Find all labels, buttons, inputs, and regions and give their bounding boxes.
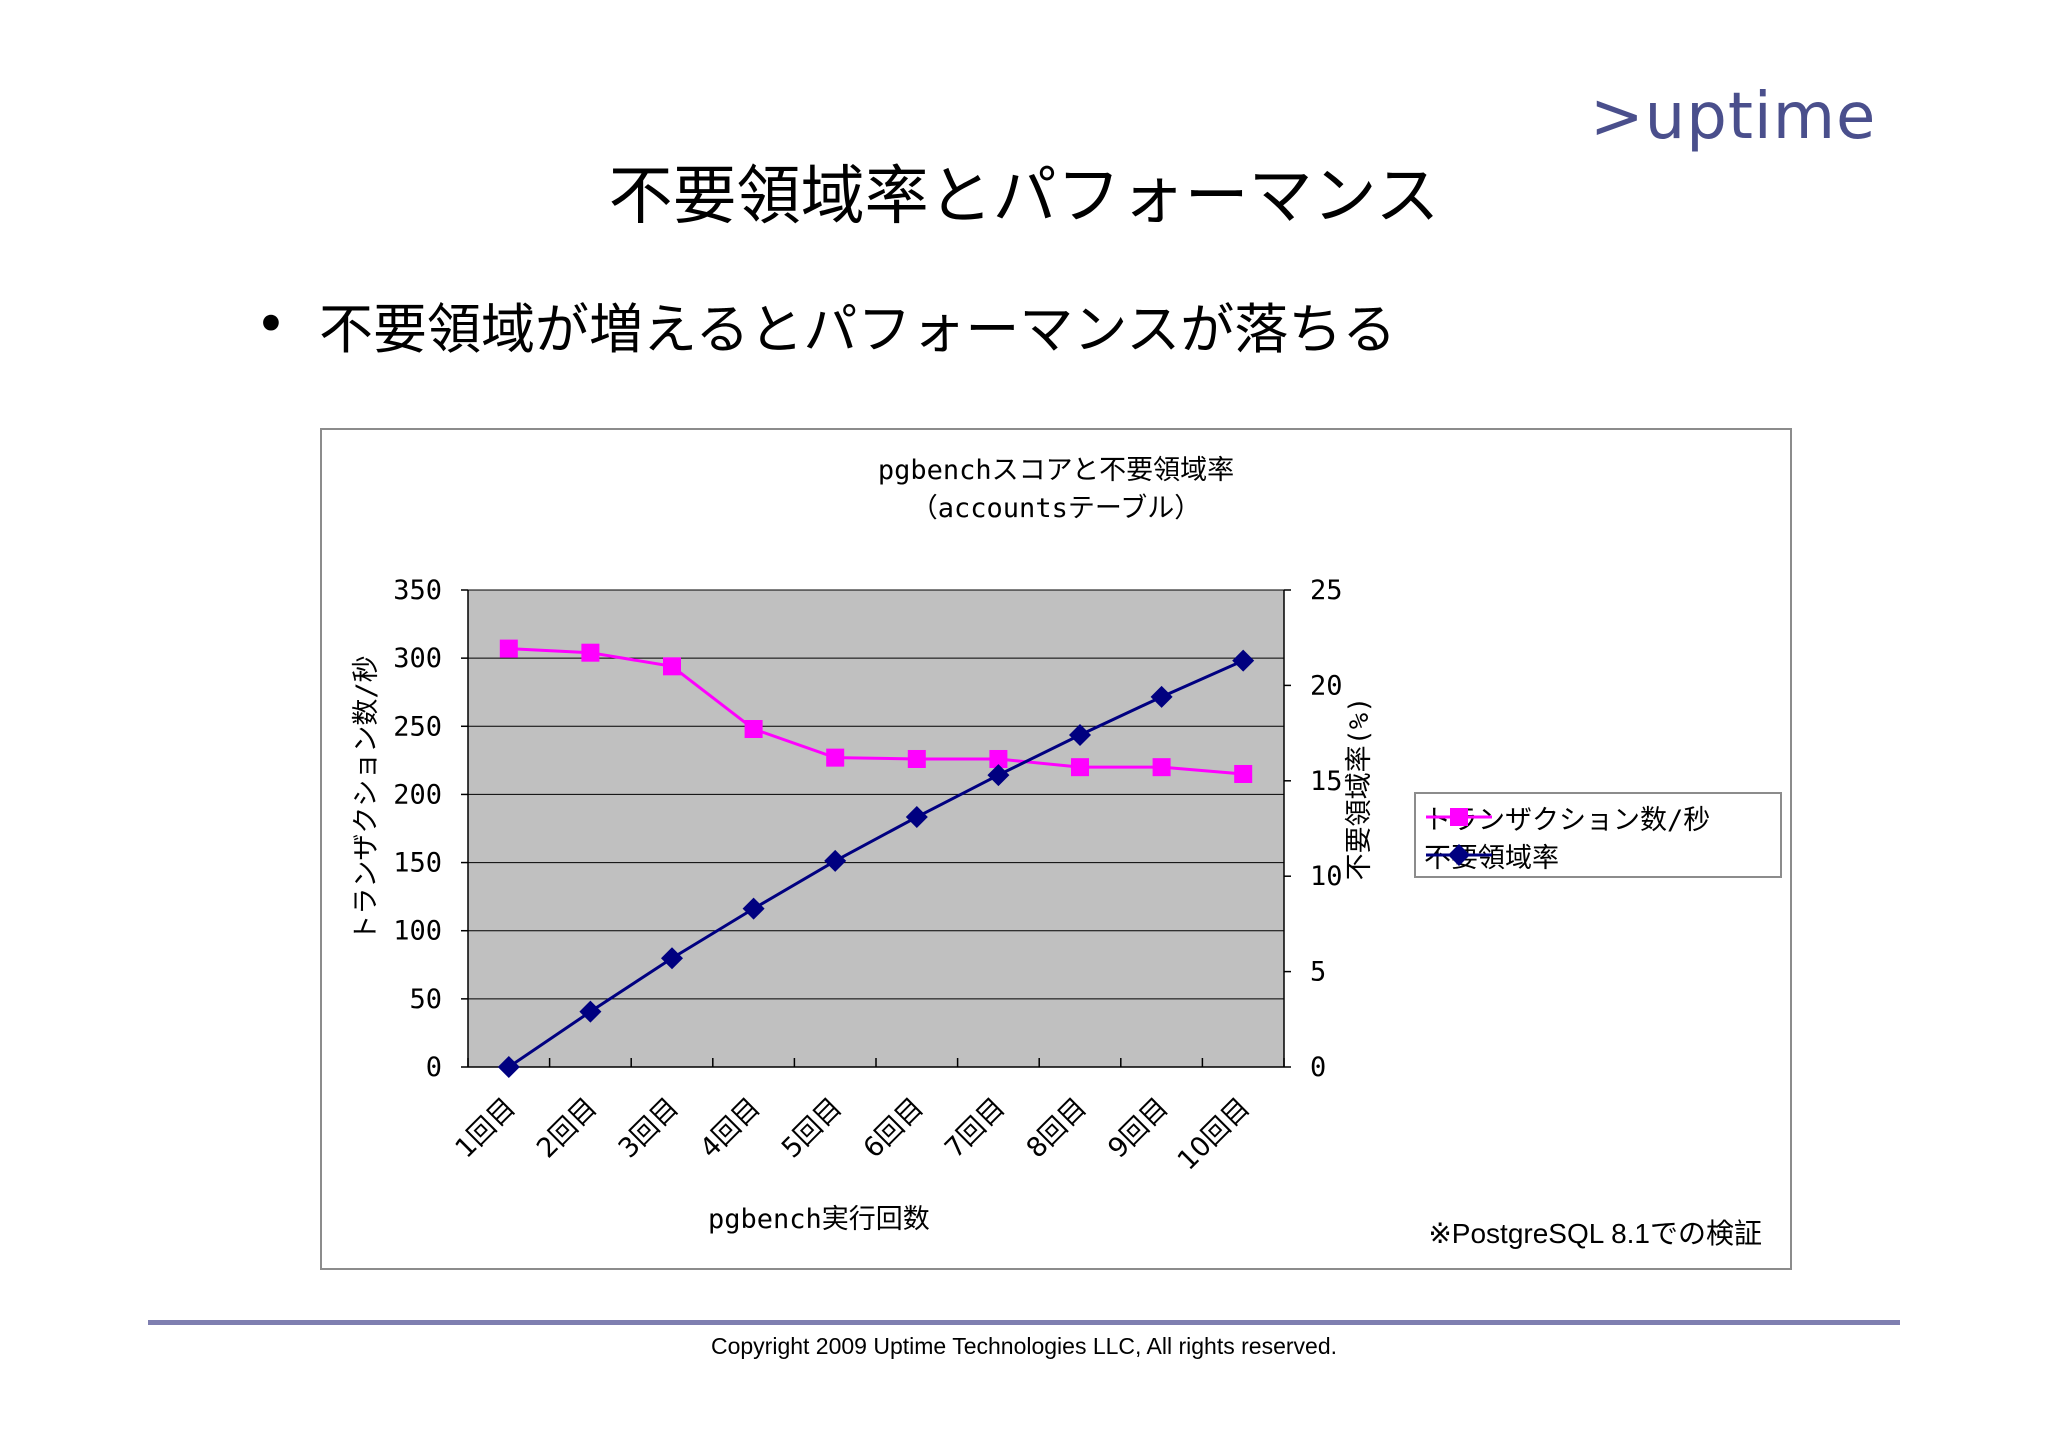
x-tick-label: 3回目 — [613, 1092, 685, 1164]
chart-title-block: pgbenchスコアと不要領域率 （accountsテーブル） — [322, 452, 1790, 528]
footer-rule — [148, 1320, 1900, 1325]
y-tick-label: 50 — [409, 984, 442, 1015]
ratio-data-point — [824, 849, 847, 872]
tps-data-point — [581, 643, 600, 662]
tps-data-point — [1152, 758, 1171, 777]
y2-tick-label: 5 — [1310, 957, 1326, 988]
legend-label-ratio: 不要領域率 — [1424, 842, 1559, 874]
ratio-data-point — [1069, 724, 1091, 747]
y-tick-label: 100 — [393, 916, 442, 947]
x-tick-label: 10回目 — [1172, 1092, 1256, 1176]
x-tick-label: 8回目 — [1021, 1092, 1093, 1164]
x-tick-label: 5回目 — [776, 1092, 848, 1164]
y2-tick-label: 10 — [1310, 861, 1343, 892]
footnote: ※PostgreSQL 8.1での検証 — [1428, 1218, 1762, 1249]
y-tick-label: 350 — [393, 575, 442, 606]
x-tick-label: 9回目 — [1102, 1092, 1174, 1164]
ratio-data-point — [1150, 685, 1173, 708]
x-tick-label: 1回目 — [449, 1092, 521, 1164]
ratio-data-point — [742, 897, 765, 920]
tps-data-point — [1071, 758, 1089, 777]
x-tick-label: 7回目 — [939, 1092, 1011, 1164]
x-tick-label: 2回目 — [531, 1092, 603, 1164]
y2-axis-label: 不要領域率(%) — [1344, 697, 1375, 881]
tps-data-point — [1234, 764, 1253, 783]
legend-item-tps: トランザクション数/秒 — [1424, 798, 1710, 836]
y2-tick-label: 0 — [1310, 1052, 1326, 1083]
chart-subtitle: （accountsテーブル） — [910, 493, 1202, 524]
y2-tick-label: 25 — [1310, 575, 1343, 606]
ratio-data-point — [905, 806, 928, 829]
bullet-text: 不要領域が増えるとパフォーマンスが落ちる — [319, 298, 1397, 361]
legend-item-ratio: 不要領域率 — [1424, 836, 1559, 874]
ratio-data-point — [579, 1000, 602, 1023]
chart-legend: トランザクション数/秒 不要領域率 — [1414, 792, 1782, 878]
square-marker-icon — [1426, 808, 1492, 826]
bullet-symbol: • — [255, 293, 287, 356]
ratio-data-point — [1232, 649, 1255, 672]
x-tick-label: 6回目 — [857, 1092, 929, 1164]
diamond-marker-icon — [1426, 844, 1492, 866]
plot-area — [468, 590, 1284, 1067]
y2-tick-label: 20 — [1310, 670, 1343, 701]
bullet-item: • 不要領域が増えるとパフォーマンスが落ちる — [255, 285, 1396, 364]
tps-data-point — [826, 748, 845, 767]
chart-frame: pgbenchスコアと不要領域率 （accountsテーブル） 0 50 100 15… — [320, 428, 1792, 1270]
y-tick-label: 150 — [393, 848, 442, 879]
tps-data-point — [907, 749, 926, 768]
chart-title: pgbenchスコアと不要領域率 — [877, 455, 1235, 486]
tps-data-point — [744, 720, 763, 739]
legend-label-tps: トランザクション数/秒 — [1424, 804, 1711, 836]
ratio-data-point — [987, 764, 1010, 787]
copyright: Copyright 2009 Uptime Technologies LLC, … — [710, 1333, 1338, 1359]
x-axis-label: pgbench実行回数 — [708, 1204, 930, 1235]
ratio-data-point — [661, 947, 683, 970]
x-tick-label: 4回目 — [694, 1092, 766, 1164]
line-chart: 0 50 100 150 200 250 300 350 0 5 10 15 20 25 1回目 2回目 3回目… — [351, 575, 1375, 1235]
tps-series-line — [508, 647, 1244, 776]
y-tick-label: 300 — [393, 643, 442, 674]
y-tick-label: 200 — [393, 779, 442, 810]
y-axis-label: トランザクション数/秒 — [351, 655, 382, 941]
y-tick-label: 0 — [426, 1052, 442, 1083]
tps-data-point — [989, 749, 1008, 768]
ratio-data-point — [497, 1056, 520, 1078]
uptime-logo: >uptime — [1590, 80, 1877, 154]
y2-tick-label: 15 — [1310, 766, 1343, 797]
tps-data-point — [663, 657, 681, 676]
page-title: 不要領域率とパフォーマンス — [608, 160, 1440, 234]
tps-data-point — [499, 639, 518, 658]
ratio-series-line — [507, 659, 1244, 1069]
y-tick-label: 250 — [393, 711, 442, 742]
